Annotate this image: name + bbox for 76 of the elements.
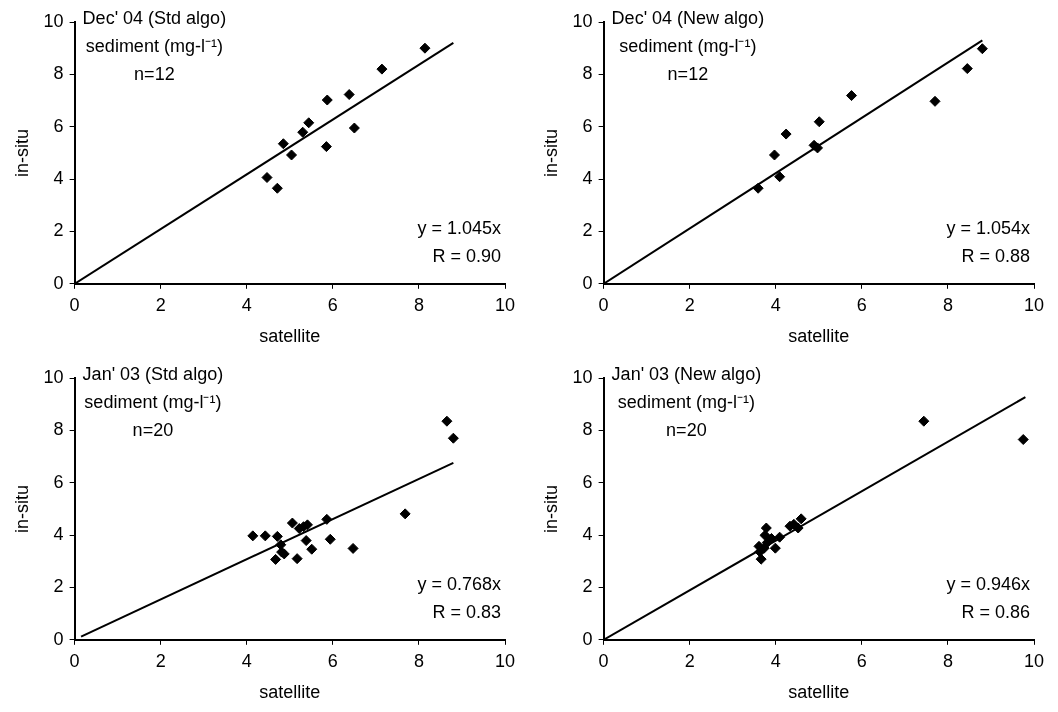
x-tick-label: 0 (598, 650, 609, 671)
y-tick-label: 2 (53, 220, 64, 241)
x-tick-label: 10 (494, 294, 516, 315)
chart-title: Dec' 04 (New algo) (611, 7, 765, 28)
x-tick-label: 10 (1023, 294, 1045, 315)
y-axis-title: in-situ (11, 484, 32, 533)
y-tick-label: 0 (53, 272, 64, 293)
y-tick-label: 6 (53, 471, 64, 492)
x-tick-label: 6 (856, 294, 867, 315)
x-axis-title: satellite (788, 682, 850, 703)
y-tick-label: 6 (582, 115, 593, 136)
y-tick-label: 4 (582, 524, 593, 545)
x-tick-label: 10 (1023, 650, 1045, 671)
y-axis-title: in-situ (11, 128, 32, 177)
text: sediment (mg-l⁻¹) (617, 391, 755, 412)
y-tick-label: 0 (582, 628, 593, 649)
y-tick-label: 10 (43, 10, 64, 31)
x-tick-label: 8 (942, 294, 953, 315)
y-axis-title: in-situ (540, 484, 561, 533)
y-tick-label: 8 (582, 419, 593, 440)
y-tick-label: 0 (53, 628, 64, 649)
annotation: R = 0.86 (961, 601, 1030, 622)
y-tick-label: 2 (582, 220, 593, 241)
annotation: n=12 (667, 63, 709, 84)
x-tick-label: 2 (684, 294, 695, 315)
y-tick-label: 2 (582, 576, 593, 597)
y-tick-label: 8 (582, 63, 593, 84)
annotation: y = 0.946x (946, 573, 1030, 594)
text: sediment (mg-l⁻¹) (85, 35, 223, 56)
annotation: n=12 (134, 63, 175, 84)
y-tick-label: 6 (582, 471, 593, 492)
y-tick-label: 8 (53, 63, 64, 84)
annotation: y = 1.045x (417, 217, 501, 238)
y-tick-label: 2 (53, 576, 64, 597)
x-tick-label: 8 (942, 650, 953, 671)
x-tick-label: 2 (684, 650, 695, 671)
y-tick-label: 4 (53, 168, 64, 189)
x-tick-label: 4 (241, 650, 252, 671)
y-tick-label: 0 (582, 272, 593, 293)
y-tick-label: 4 (53, 524, 64, 545)
x-tick-label: 4 (770, 650, 781, 671)
y-axis-title: in-situ (540, 128, 561, 177)
x-tick-label: 8 (413, 650, 424, 671)
y-tick-label: 8 (53, 419, 64, 440)
annotation: R = 0.83 (432, 601, 501, 622)
annotation: R = 0.90 (432, 245, 501, 266)
text: sediment (mg-l⁻¹) (619, 35, 757, 56)
x-tick-label: 8 (413, 294, 424, 315)
x-tick-label: 4 (241, 294, 252, 315)
x-axis-title: satellite (788, 326, 850, 347)
y-tick-label: 10 (572, 10, 593, 31)
y-tick-label: 10 (43, 366, 64, 387)
y-tick-label: 6 (53, 115, 64, 136)
text: sediment (mg-l⁻¹) (84, 391, 222, 412)
annotation: R = 0.88 (961, 245, 1030, 266)
x-tick-label: 6 (856, 650, 867, 671)
x-tick-label: 0 (69, 294, 80, 315)
x-tick-label: 2 (155, 650, 166, 671)
y-tick-label: 10 (572, 366, 593, 387)
annotation: n=20 (132, 419, 174, 440)
x-axis-title: satellite (259, 326, 321, 347)
x-tick-label: 4 (770, 294, 781, 315)
chart-title: Jan' 03 (Std algo) (82, 363, 224, 384)
x-tick-label: 6 (327, 650, 338, 671)
chart-title: Jan' 03 (New algo) (611, 363, 762, 384)
x-axis-title: satellite (259, 682, 321, 703)
x-tick-label: 6 (327, 294, 338, 315)
y-tick-label: 4 (582, 168, 593, 189)
annotation: y = 1.054x (946, 217, 1030, 238)
x-tick-label: 0 (598, 294, 609, 315)
annotation: n=20 (666, 419, 707, 440)
x-tick-label: 0 (69, 650, 80, 671)
annotation: y = 0.768x (417, 573, 501, 594)
x-tick-label: 10 (494, 650, 516, 671)
x-tick-label: 2 (155, 294, 166, 315)
chart-title: Dec' 04 (Std algo) (82, 7, 227, 28)
